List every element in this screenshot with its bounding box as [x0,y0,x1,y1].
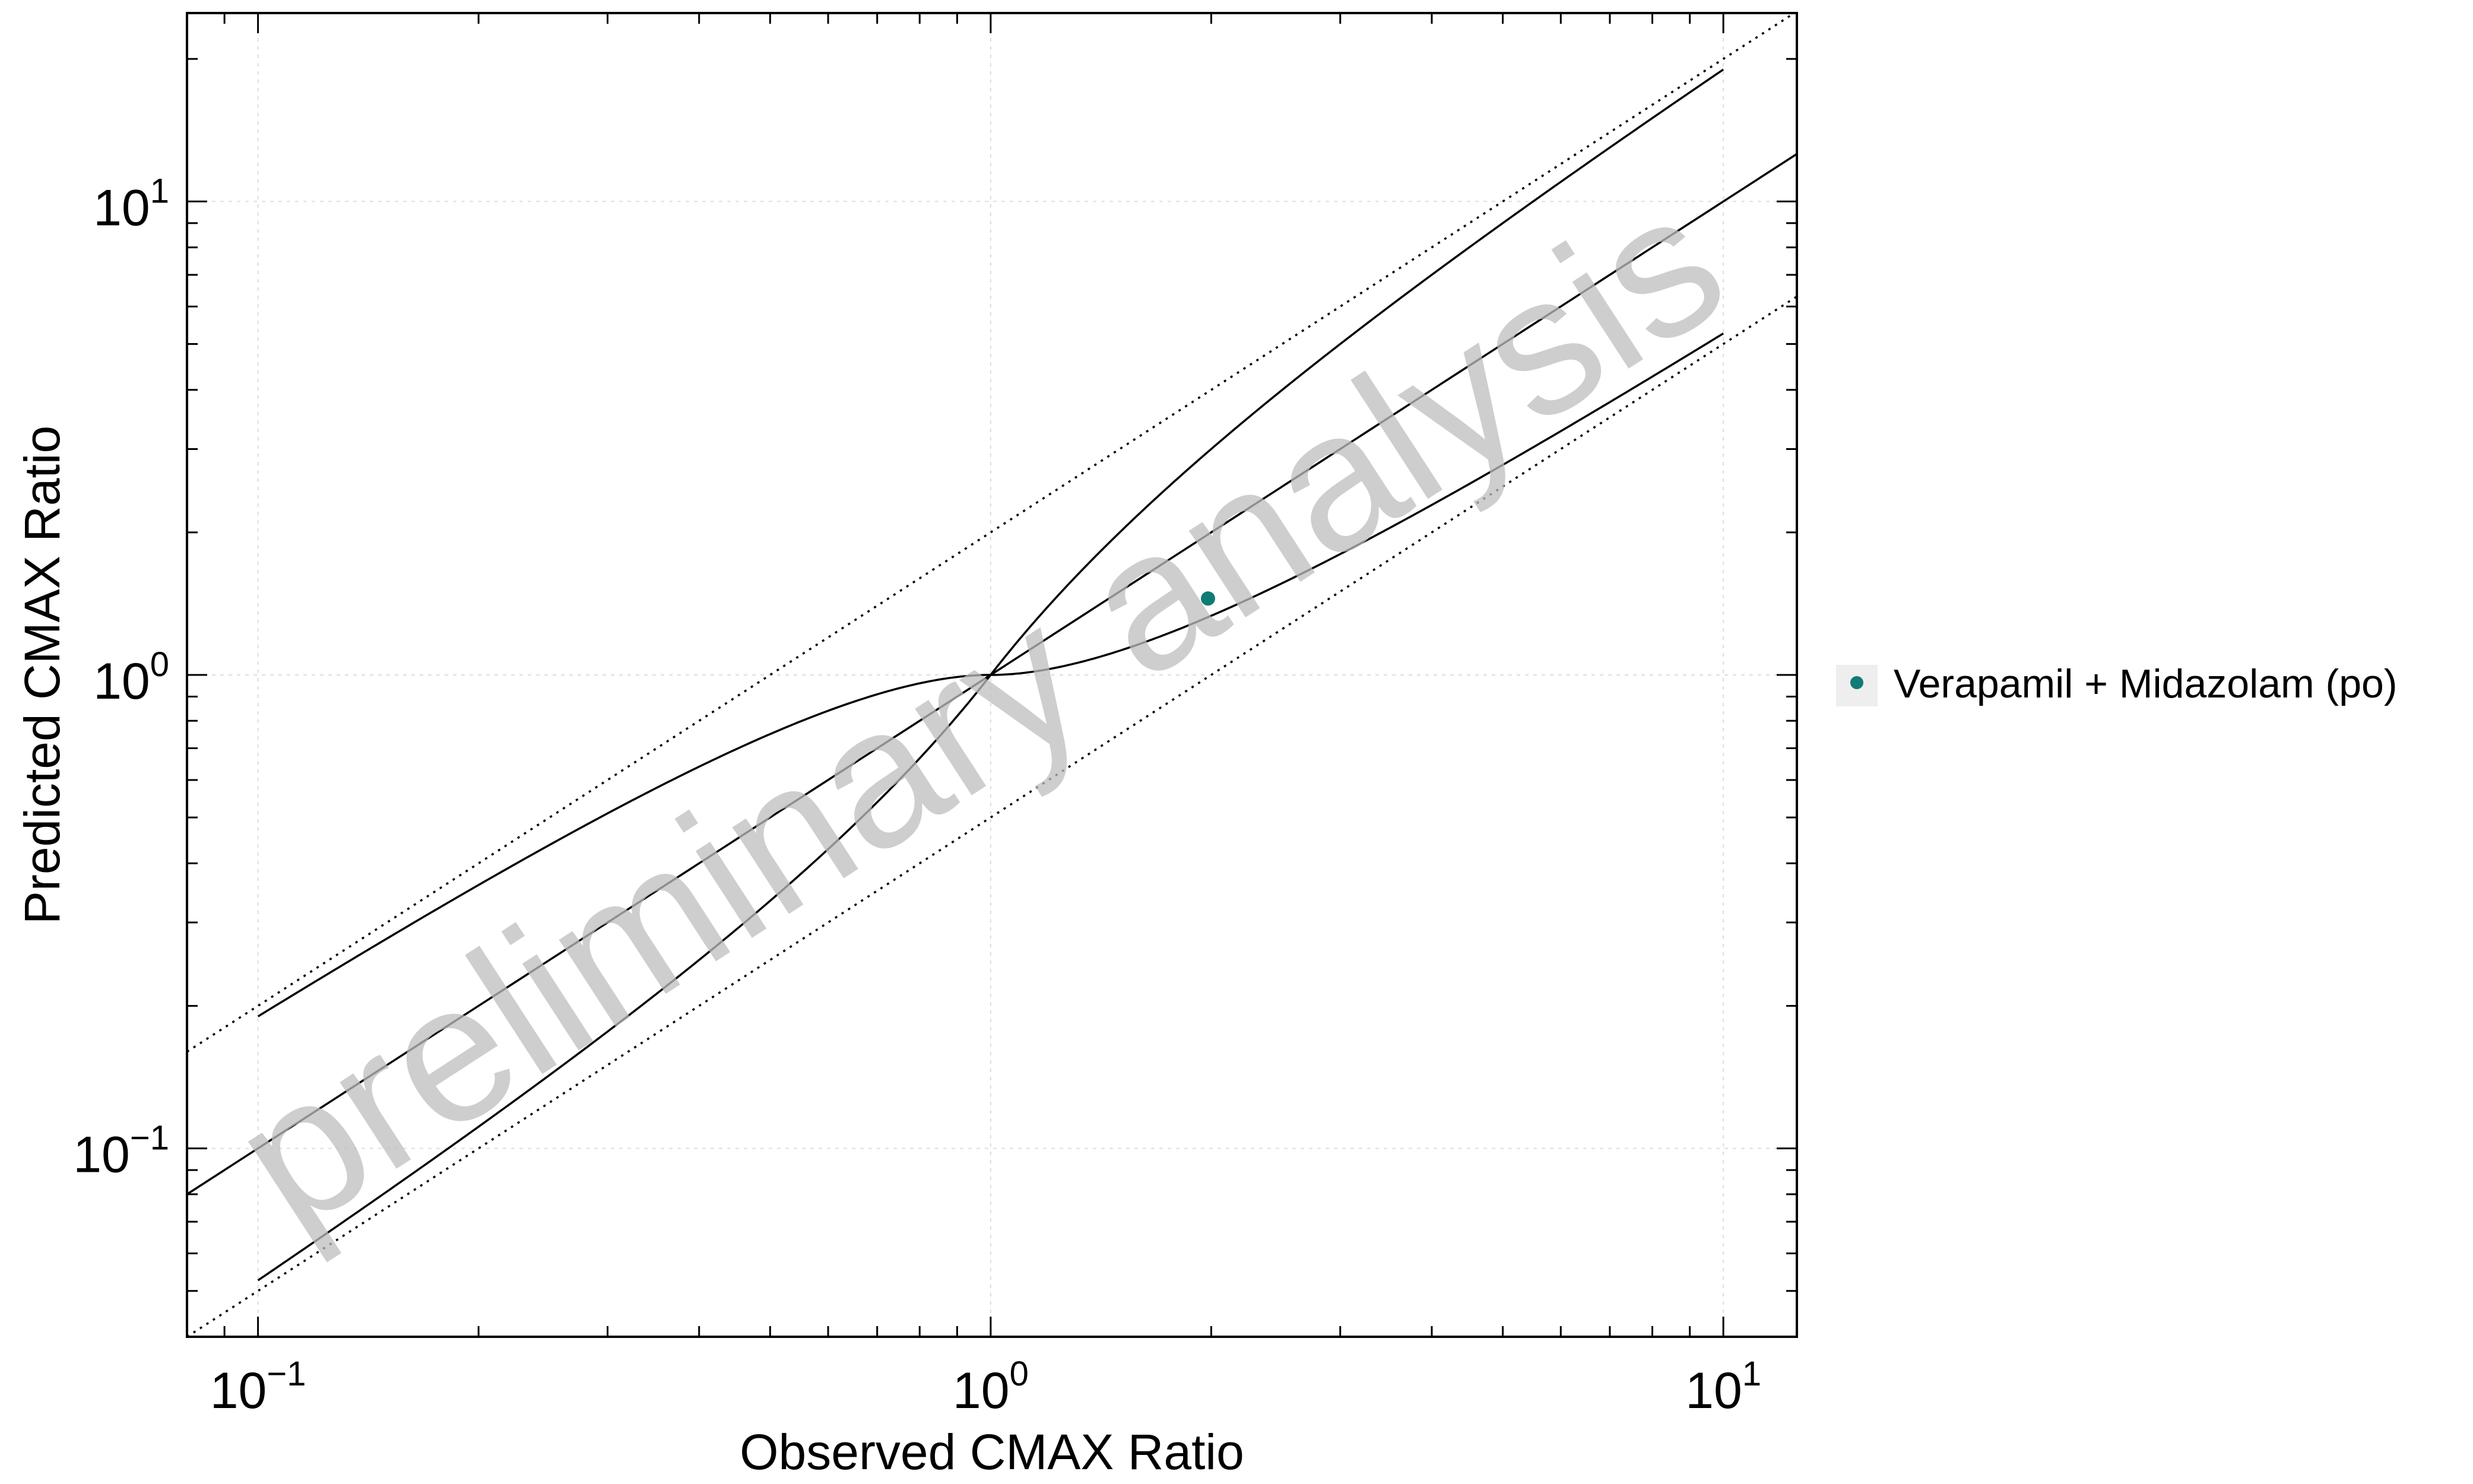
reference-line-guest-limit-lower [257,332,1724,1017]
reference-line-2-fold-lower [187,295,1797,1337]
y-tick-label: 100 [93,645,169,710]
y-tick-label: 10−1 [73,1119,169,1184]
x-tick-label: 100 [953,1355,1029,1419]
data-point [1201,591,1216,606]
x-tick-label: 10−1 [210,1355,306,1419]
legend: Verapamil + Midazolam (po) [1836,661,2397,706]
reference-line-2-fold-upper [187,13,1796,1053]
axis-ticks [186,13,1797,1338]
y-axis-label: Predicted CMAX Ratio [14,426,70,924]
x-tick-label: 101 [1685,1355,1761,1419]
watermark: preliminary analysis [197,150,1759,1271]
grid-lines [187,13,1797,1337]
y-tick-label: 101 [93,172,169,236]
watermark-text: preliminary analysis [197,150,1759,1271]
x-tick-labels: 10−1 100 101 [210,1355,1761,1419]
legend-marker [1850,676,1863,689]
reference-lines [187,13,1797,1337]
y-tick-labels: 10−1 100 101 [73,172,169,1183]
legend-label: Verapamil + Midazolam (po) [1894,661,2397,706]
data-points [1201,591,1216,606]
x-axis-label: Observed CMAX Ratio [740,1424,1244,1480]
